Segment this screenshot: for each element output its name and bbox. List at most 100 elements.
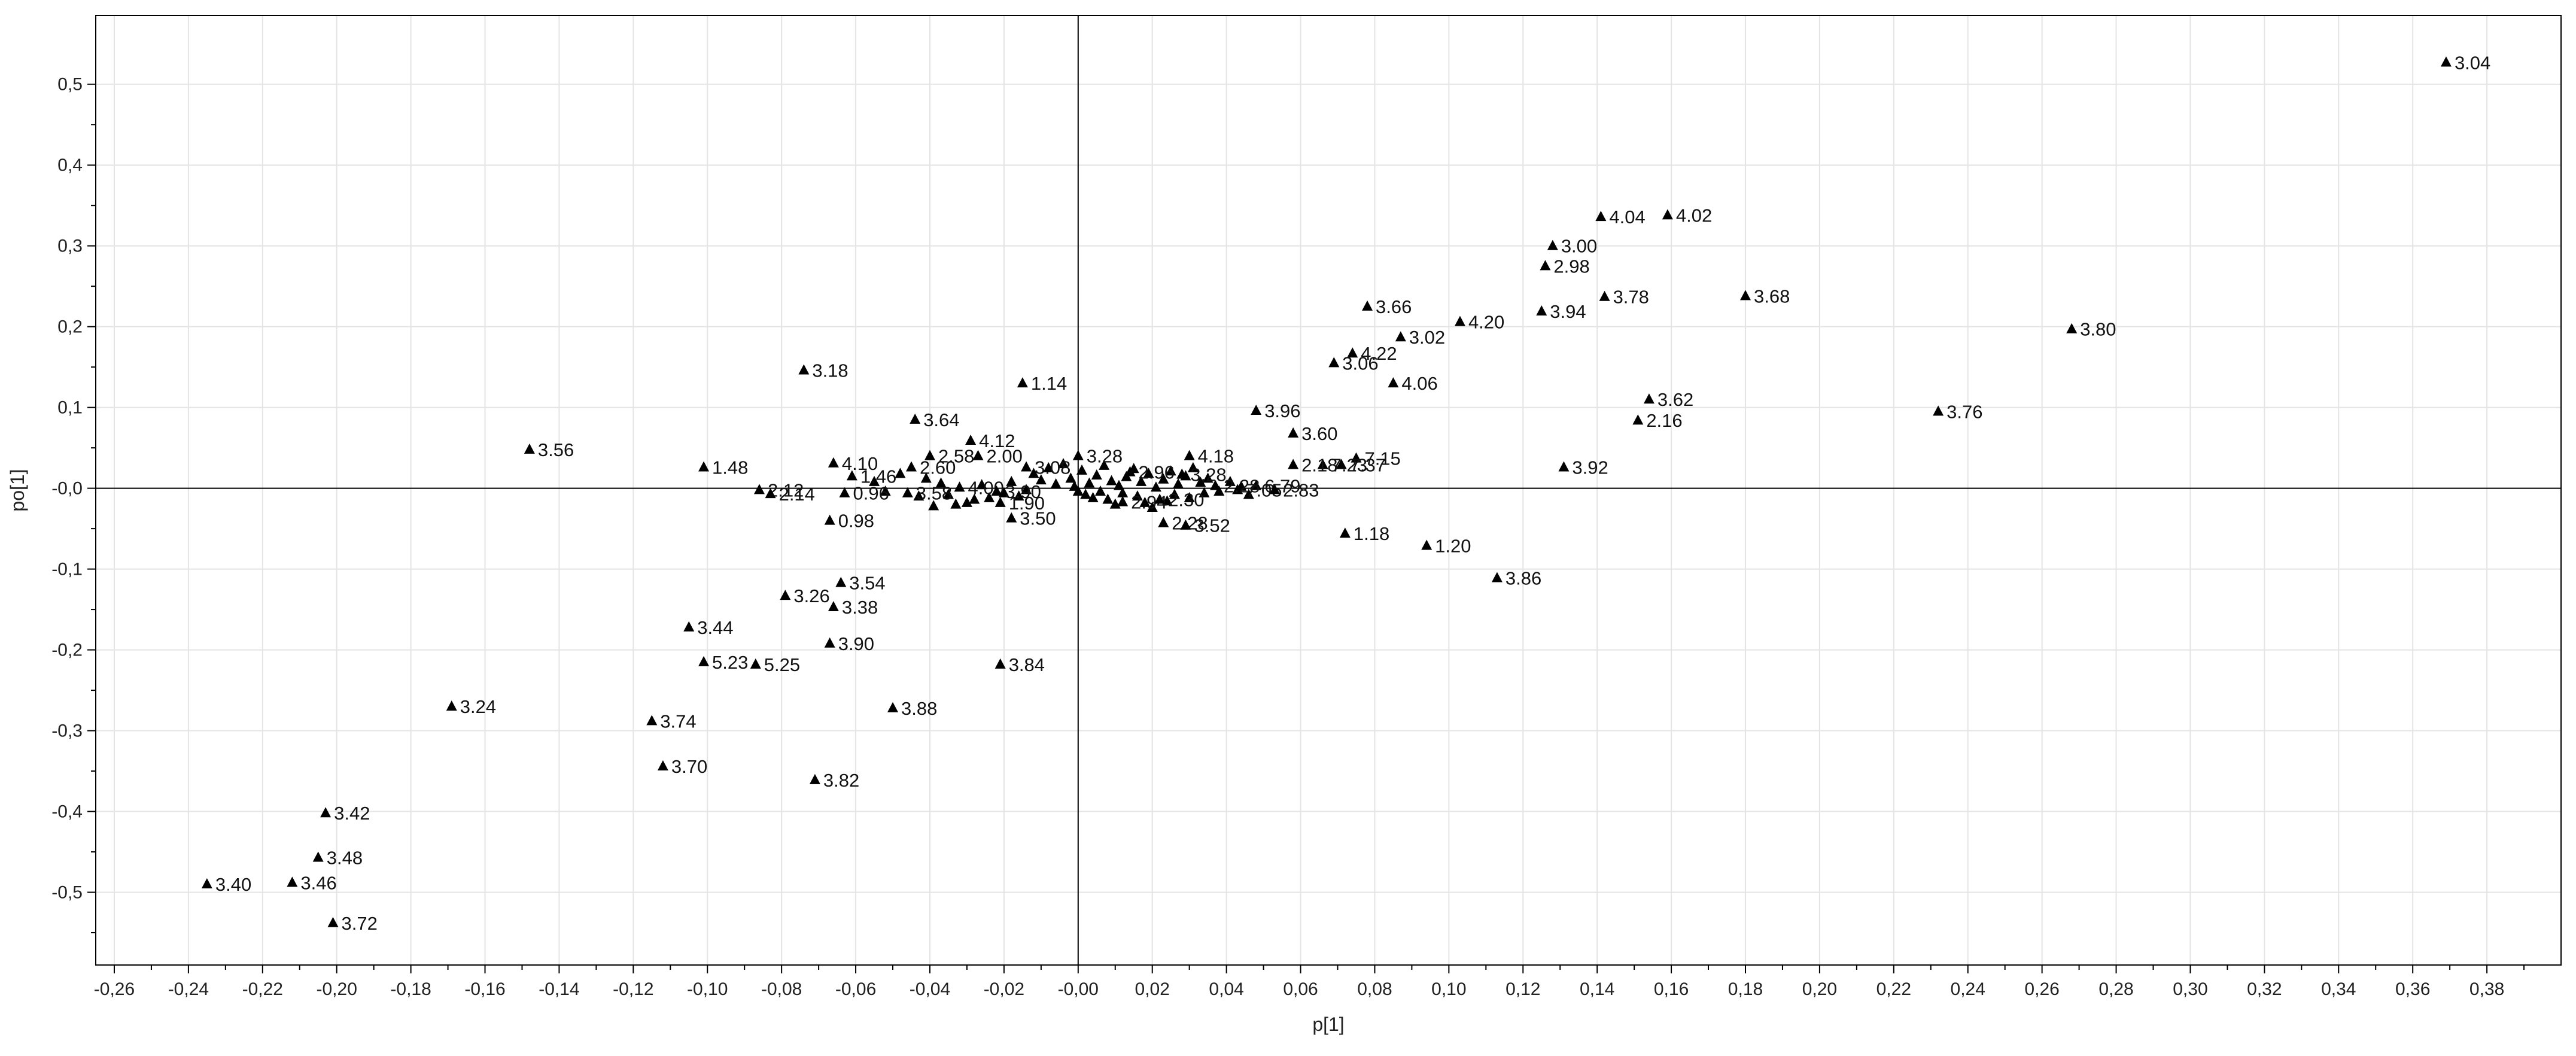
data-point-label: 3.78 (1613, 287, 1649, 308)
data-point-marker (828, 601, 839, 612)
data-point-marker (824, 637, 835, 648)
x-tick-label: 0,18 (1728, 979, 1763, 999)
data-point-label: 3.94 (1550, 301, 1586, 322)
data-point-marker (920, 472, 932, 483)
x-tick-label: -0,14 (539, 979, 579, 999)
data-point-marker (1028, 468, 1039, 478)
x-tick-label: 0,26 (2024, 979, 2059, 999)
data-point-label: 0.98 (838, 511, 874, 532)
data-point-marker (1117, 496, 1129, 506)
data-point-marker (1421, 539, 1433, 550)
data-point-marker (2066, 323, 2078, 333)
x-tick-label: 0,12 (1506, 979, 1540, 999)
data-point-marker (880, 485, 891, 496)
data-point-label: 2.14 (779, 484, 815, 505)
data-point-label: 3.28 (1087, 446, 1123, 467)
data-point-label: 2.00 (987, 446, 1023, 467)
data-point-marker (1251, 405, 1262, 415)
x-tick-label: 0,28 (2098, 979, 2133, 999)
data-point-marker (1132, 490, 1143, 501)
x-tick-label: -0,06 (835, 979, 876, 999)
data-point-label: 3.74 (660, 711, 696, 732)
data-point-label: 5.23 (712, 652, 748, 673)
data-point-label: 4.10 (842, 453, 878, 474)
data-point-label: 2.18 (1301, 454, 1337, 475)
x-axis-title: p[1] (1312, 1013, 1344, 1035)
data-point-marker (1173, 478, 1184, 488)
x-tick-label: -0,26 (94, 979, 135, 999)
data-point-label: 2.16 (1646, 410, 1682, 431)
data-point-label: 7.37 (1350, 454, 1386, 475)
x-tick-label: 0,08 (1357, 979, 1392, 999)
data-point-marker (924, 450, 935, 460)
data-point-label: 3.56 (538, 439, 574, 460)
data-point-marker (1169, 488, 1180, 499)
y-tick-label: 0,2 (57, 317, 83, 337)
data-point-label: 3.82 (823, 770, 859, 791)
data-point-marker (1139, 496, 1151, 507)
data-point-marker (1351, 452, 1362, 463)
data-point-marker (1388, 377, 1399, 388)
data-point-label: 7.15 (1364, 448, 1400, 469)
data-point-marker (1232, 484, 1243, 494)
data-point-marker (1662, 209, 1673, 220)
data-point-marker (1202, 472, 1214, 483)
data-point-marker (1328, 357, 1340, 368)
data-point-marker (913, 490, 924, 501)
data-point-label: 4.04 (1609, 207, 1645, 227)
data-point-label: 2.58 (938, 446, 974, 467)
data-point-marker (750, 658, 761, 669)
data-point-marker (1454, 315, 1465, 326)
data-point-marker (950, 498, 962, 509)
data-point-marker (1058, 458, 1069, 469)
data-point-label: 4.12 (979, 430, 1015, 451)
data-point-marker (1180, 519, 1191, 530)
x-tick-label: 0,30 (2173, 979, 2207, 999)
data-point-marker (1339, 527, 1351, 538)
y-tick-label: -0,4 (51, 802, 83, 822)
y-tick-label: 0,5 (57, 75, 83, 95)
x-tick-label: 0,14 (1580, 979, 1614, 999)
data-point-marker (753, 484, 765, 494)
data-point-marker (320, 807, 331, 818)
data-point-label: 3.72 (342, 913, 378, 934)
data-point-marker (835, 576, 847, 587)
data-point-marker (798, 364, 810, 375)
data-point-marker (1269, 484, 1281, 494)
x-tick-label: -0,18 (390, 979, 431, 999)
data-point-marker (1021, 461, 1032, 472)
data-point-marker (683, 621, 695, 632)
x-tick-label: -0,10 (687, 979, 728, 999)
x-tick-label: 0,32 (2247, 979, 2282, 999)
data-point-marker (1006, 512, 1017, 523)
data-point-marker (1006, 475, 1017, 486)
axis-ticks: -0,26 -0,24 -0,22 -0,20 -0,18 -0,16 -0,14 -0,12… (51, 75, 2525, 999)
data-point-marker (1491, 572, 1503, 582)
x-tick-label: -0,08 (761, 979, 802, 999)
x-tick-label: 0,24 (1951, 979, 1985, 999)
data-point-marker (1558, 461, 1570, 472)
data-point-marker (1184, 491, 1195, 502)
data-point-marker (895, 468, 906, 478)
y-tick-label: -0,1 (51, 560, 83, 579)
data-point-label: 3.26 (793, 585, 829, 606)
data-point-label: 3.42 (334, 803, 370, 824)
data-point-marker (1017, 377, 1028, 388)
data-point-marker (972, 450, 984, 460)
data-point-marker (1124, 466, 1136, 477)
data-point-label: 2.28 (1224, 476, 1260, 497)
data-point-marker (2440, 56, 2452, 67)
data-point-label: 1.48 (712, 457, 748, 478)
data-point-marker (1158, 517, 1169, 527)
data-point-label: 3.80 (2080, 319, 2116, 340)
data-point-marker (1643, 393, 1655, 404)
data-point-label: 3.04 (2455, 52, 2490, 73)
x-tick-label: 0,22 (1877, 979, 1911, 999)
data-point-marker (1094, 485, 1106, 496)
data-point-marker (1536, 305, 1547, 316)
data-point-marker (910, 413, 921, 424)
data-point-marker (1050, 478, 1062, 488)
data-point-marker (1076, 464, 1087, 475)
data-point-marker (942, 488, 954, 499)
